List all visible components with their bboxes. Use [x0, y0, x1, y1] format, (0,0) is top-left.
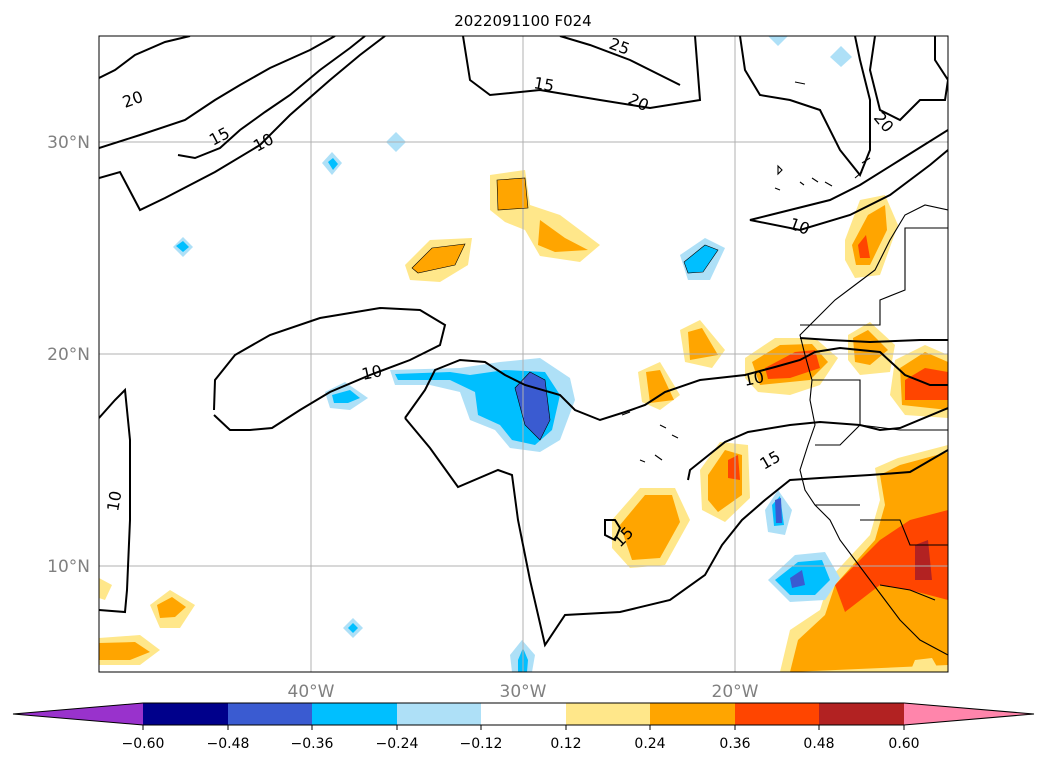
colorbar-segment	[143, 703, 228, 725]
country-borders	[800, 227, 948, 601]
map-title: 2022091100 F024	[454, 12, 591, 30]
contour-line	[99, 36, 336, 149]
shading-outlines	[411, 177, 719, 441]
madeira-island	[777, 164, 783, 176]
negative-anomaly-region	[332, 390, 360, 403]
africa-coastline	[799, 204, 948, 656]
colorbar-segment	[819, 703, 904, 725]
contour-line	[559, 36, 681, 86]
gridlines	[99, 36, 948, 672]
shading-outline	[496, 177, 529, 211]
contour-line	[799, 337, 948, 344]
negative-anomaly-region	[790, 570, 805, 588]
positive-anomaly-region	[858, 235, 870, 258]
negative-anomaly-region	[176, 241, 189, 252]
colorbar-tick-label: 0.48	[803, 736, 834, 752]
contour-label: 25	[607, 34, 633, 59]
colorbar-tick-label: −0.60	[122, 736, 165, 752]
contour-line	[404, 346, 948, 422]
colorbar-tick-label: 0.12	[550, 736, 581, 752]
colorbar-tick-label: 0.36	[719, 736, 750, 752]
contour-line	[604, 519, 622, 542]
contour-label: 10	[103, 489, 125, 512]
positive-anomaly-region	[688, 328, 718, 360]
colorbar-tick-label: −0.24	[376, 736, 419, 752]
shading-outline	[683, 244, 719, 274]
contour-line	[99, 36, 386, 212]
contour-line	[687, 407, 948, 481]
canary-islands	[774, 81, 871, 191]
map-area: 25 15 20 20 20 15 10 10 10 10 15 10 15	[99, 34, 948, 672]
contour-line	[99, 387, 131, 614]
negative-anomaly-region	[328, 158, 338, 170]
longitude-labels: 40°W 30°W 20°W	[288, 682, 759, 702]
colorbar-tick-label: −0.48	[207, 736, 250, 752]
positive-anomaly-region	[853, 330, 888, 365]
colorbar-tick-label: 0.24	[634, 736, 665, 752]
positive-anomaly-region	[99, 578, 112, 600]
contour-line	[177, 36, 366, 160]
positive-anomaly-region	[412, 244, 465, 273]
positive-anomaly-region	[915, 540, 932, 580]
positive-anomaly-region	[497, 178, 588, 252]
negative-anomaly-region	[768, 36, 788, 46]
shading-outline	[411, 243, 466, 274]
shading-outline	[514, 371, 551, 441]
colorbar-segment	[566, 703, 650, 725]
contour-line	[213, 306, 447, 431]
positive-anomaly-region	[99, 642, 150, 660]
colorbar-tick-label: 0.60	[888, 736, 919, 752]
negative-anomaly-region	[684, 245, 718, 273]
lat-label-20n: 20°N	[47, 345, 90, 365]
colorbar-segment	[312, 703, 397, 725]
colorbar: −0.60 −0.48 −0.36 −0.24 −0.12 0.12 0.24 …	[12, 702, 1035, 752]
positive-anomaly-region	[620, 495, 680, 560]
positive-anomaly-region	[157, 597, 186, 618]
negative-anomaly-region	[830, 46, 852, 67]
contour-line	[462, 36, 702, 110]
positive-anomaly-region	[646, 370, 674, 403]
contour-line	[868, 36, 948, 122]
contour-line	[404, 417, 948, 648]
colorbar-segment	[228, 703, 312, 725]
positive-anomaly-region	[835, 510, 948, 612]
contour-line	[99, 36, 191, 79]
colorbar-tick-label: −0.12	[460, 736, 503, 752]
contour-labels: 25 15 20 20 20 15 10 10 10 10 15 10 15	[103, 34, 897, 551]
negative-anomaly-region	[348, 623, 358, 633]
colorbar-extend-low	[13, 703, 143, 725]
contour-line	[749, 129, 948, 232]
positive-anomaly-region	[728, 455, 740, 480]
contour-label: 10	[360, 361, 384, 384]
colorbar-segment	[735, 703, 819, 725]
latitude-labels: 30°N 20°N 10°N	[47, 133, 90, 577]
contour-label: 15	[532, 73, 555, 95]
lat-label-10n: 10°N	[47, 557, 90, 577]
contour-lines	[99, 36, 948, 648]
cape-verde-islands	[621, 411, 679, 463]
negative-anomaly-region	[775, 498, 782, 523]
lon-label-40w: 40°W	[288, 682, 335, 702]
contour-label: 10	[742, 367, 766, 390]
colorbar-extend-high	[904, 703, 1034, 725]
colorbar-segment	[650, 703, 735, 725]
contour-line	[739, 36, 871, 177]
coastlines	[621, 81, 948, 656]
lat-label-30n: 30°N	[47, 133, 90, 153]
lon-label-30w: 30°W	[500, 682, 547, 702]
colorbar-tick-label: −0.36	[291, 736, 334, 752]
lon-label-20w: 20°W	[712, 682, 759, 702]
colorbar-ticks	[142, 725, 905, 730]
colorbar-segment	[481, 703, 566, 725]
colorbar-segment	[397, 703, 481, 725]
positive-anomaly-region	[910, 658, 940, 672]
map-frame	[98, 35, 949, 673]
